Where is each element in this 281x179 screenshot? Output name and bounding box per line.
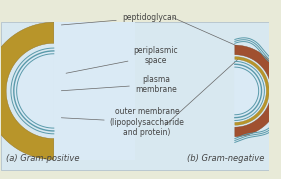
FancyBboxPatch shape xyxy=(54,22,135,159)
Polygon shape xyxy=(235,64,262,118)
Text: (b) Gram-negative: (b) Gram-negative xyxy=(187,154,265,163)
Polygon shape xyxy=(0,22,54,159)
Text: plasma
membrane: plasma membrane xyxy=(61,75,177,94)
Polygon shape xyxy=(14,51,54,131)
Text: (a) Gram-positive: (a) Gram-positive xyxy=(6,154,80,163)
Polygon shape xyxy=(235,45,281,137)
Text: peptidoglycan: peptidoglycan xyxy=(61,13,176,25)
Text: periplasmic
space: periplasmic space xyxy=(66,46,178,73)
Text: outer membrane
(lipopolysaccharide
and protein): outer membrane (lipopolysaccharide and p… xyxy=(61,107,185,137)
Polygon shape xyxy=(235,57,269,125)
Polygon shape xyxy=(235,57,269,125)
FancyBboxPatch shape xyxy=(1,22,269,170)
